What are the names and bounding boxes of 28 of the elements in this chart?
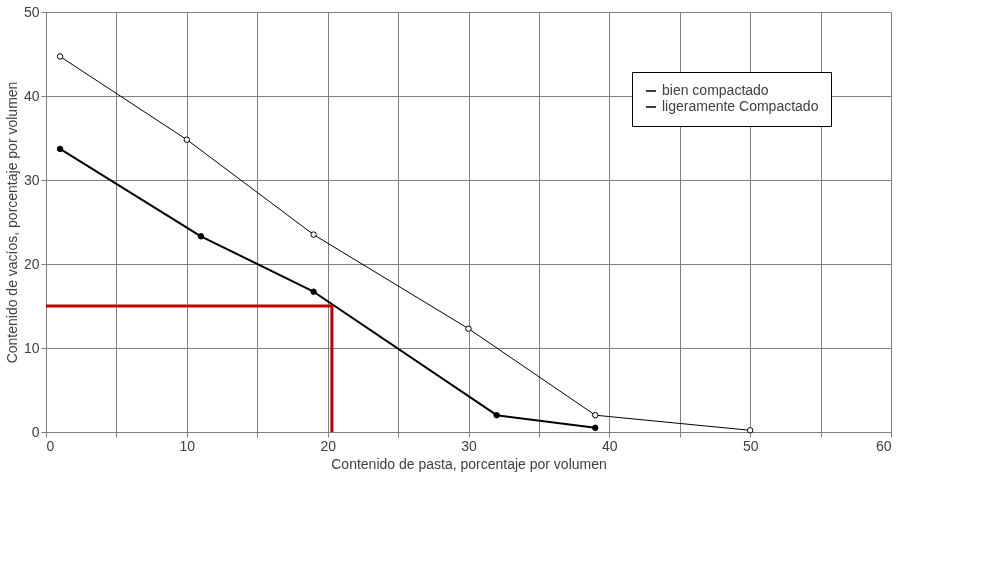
point	[310, 288, 317, 295]
y-tick-label: 30	[23, 171, 40, 188]
x-tick-label: 30	[461, 437, 477, 454]
point	[56, 145, 64, 153]
point	[56, 53, 64, 60]
y-tick-label: 0	[31, 423, 40, 440]
y-tick-label: 40	[23, 87, 40, 104]
legend-label: ligeramente Compactado	[662, 98, 819, 114]
point	[197, 233, 205, 240]
point	[465, 325, 472, 332]
x-tick-label: 20	[320, 437, 337, 454]
y-axis-title: Contenido de vacíos, porcentaje por volumen	[3, 81, 20, 364]
point	[746, 427, 754, 434]
point	[183, 136, 191, 143]
point	[592, 411, 599, 419]
x-tick-label: 40	[602, 437, 618, 454]
x-tick-label: 50	[742, 437, 759, 454]
x-tick-label: 0	[46, 437, 55, 454]
y-tick-label: 20	[23, 255, 40, 272]
y-tick-label: 50	[23, 3, 40, 20]
x-axis-title: Contenido de pasta, porcentaje por volumen	[331, 455, 607, 472]
x-tick-label: 60	[875, 437, 892, 454]
x-tick-label: 10	[179, 437, 196, 454]
point	[493, 411, 500, 419]
y-tick-label: 10	[23, 339, 40, 356]
legend-label: bien compactado	[662, 82, 769, 98]
point	[310, 231, 317, 238]
point	[592, 424, 599, 432]
